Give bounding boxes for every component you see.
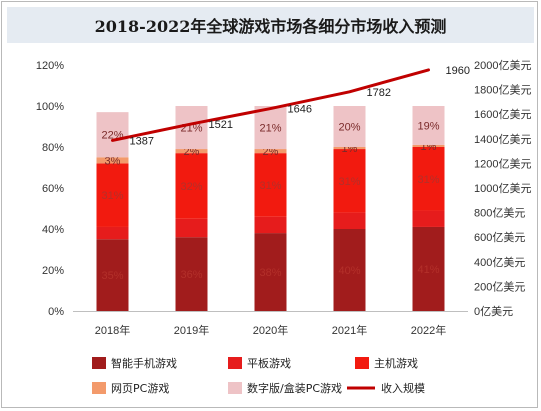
data-label: 32%: [180, 181, 202, 193]
x-tick-label: 2021年: [332, 323, 367, 337]
x-tick-label: 2020年: [253, 323, 288, 337]
bar-segment-1: [412, 226, 445, 311]
data-label: 19%: [417, 120, 439, 132]
y-right-tick-label: 1600亿美元: [474, 108, 531, 121]
y-left-tick-label: 120%: [36, 60, 64, 72]
line-data-label: 1646: [288, 104, 312, 116]
chart-title: 2018-2022年全球游戏市场各细分市场收入预测: [94, 17, 447, 36]
data-label: 2%: [263, 146, 279, 158]
bar-segment-4: [333, 147, 366, 150]
bar-segment-3: [175, 153, 208, 219]
bar-segment-4: [175, 149, 208, 154]
y-right-tick-label: 1800亿美元: [474, 84, 531, 97]
line-data-label: 1387: [130, 135, 154, 147]
bar-segment-2: [412, 210, 445, 227]
data-label: 21%: [259, 123, 281, 135]
y-right-tick-label: 1000亿美元: [474, 182, 531, 195]
legend-swatch: [92, 382, 106, 394]
data-label: 31%: [101, 190, 123, 202]
bars-layer: 35%31%3%22%36%32%2%21%38%31%2%21%40%31%1…: [96, 106, 445, 311]
data-label: 3%: [105, 155, 121, 167]
y-right-tick-label: 400亿美元: [474, 256, 525, 269]
bar-segment-2: [175, 218, 208, 238]
data-label: 38%: [259, 267, 281, 279]
legend-label: 收入规模: [381, 381, 425, 395]
data-label: 36%: [180, 269, 202, 281]
legend-label: 平板游戏: [247, 356, 291, 370]
bar-segment-2: [96, 226, 129, 240]
y-right-tick-label: 1400亿美元: [474, 133, 531, 146]
data-label: 31%: [259, 180, 281, 192]
legend-label: 主机游戏: [374, 356, 418, 370]
legend-swatch: [92, 357, 106, 369]
bar-segment-4: [412, 144, 445, 147]
x-tick-label: 2018年: [95, 323, 130, 337]
bar-segment-4: [96, 157, 129, 164]
bar-segment-5: [333, 106, 366, 147]
y-left-tick-label: 0%: [48, 306, 64, 318]
y-right-tick-label: 800亿美元: [474, 207, 525, 220]
x-tick-label: 2019年: [174, 323, 209, 337]
data-label: 20%: [338, 122, 360, 134]
axes-layer: 0% 20% 40% 60% 80% 100% 120% 0亿美元 200亿美元 400亿美元 60…: [36, 59, 532, 337]
legend-swatch: [355, 357, 369, 369]
bar-segment-3: [254, 153, 287, 217]
bar-segment-3: [96, 163, 129, 227]
y-right-tick-label: 0亿美元: [474, 305, 513, 318]
bar-segment-1: [96, 239, 129, 311]
bar-segment-1: [254, 233, 287, 311]
data-label: 35%: [101, 270, 123, 282]
bar-segment-5: [412, 106, 445, 145]
line-data-label: 1782: [367, 87, 391, 99]
data-label: 41%: [417, 264, 439, 276]
bar-segment-2: [254, 216, 287, 234]
bar-segment-1: [175, 237, 208, 311]
y-left-tick-label: 60%: [42, 183, 64, 195]
data-label: 31%: [417, 174, 439, 186]
y-left-tick-label: 20%: [42, 265, 64, 277]
revenue-line: [111, 68, 430, 142]
revenue-line-layer: 1387 1521 1646 1782 1960: [111, 65, 470, 147]
y-right-tick-label: 1200亿美元: [474, 157, 531, 170]
y-left-tick-label: 100%: [36, 101, 64, 113]
bar-segment-2: [333, 212, 366, 229]
y-right-tick-label: 2000亿美元: [474, 59, 531, 72]
title-bar: 2018-2022年全球游戏市场各细分市场收入预测: [7, 7, 534, 43]
legend-swatch: [228, 357, 242, 369]
data-label: 2%: [184, 146, 200, 158]
data-label: 31%: [338, 176, 360, 188]
line-data-label: 1960: [446, 65, 470, 77]
legend-label: 网页PC游戏: [111, 382, 169, 395]
line-data-label: 1521: [209, 119, 233, 131]
data-label: 40%: [338, 265, 360, 277]
legend-label: 数字版/盒装PC游戏: [247, 381, 342, 395]
bar-segment-1: [333, 229, 366, 311]
y-left-tick-label: 40%: [42, 224, 64, 236]
bar-segment-5: [254, 106, 287, 150]
y-right-tick-label: 200亿美元: [474, 280, 525, 293]
legend-swatch: [228, 382, 242, 394]
bar-segment-5: [96, 112, 129, 158]
bar-segment-4: [254, 149, 287, 154]
x-tick-label: 2022年: [411, 323, 446, 337]
bar-segment-3: [412, 147, 445, 211]
legend-label: 智能手机游戏: [111, 356, 177, 370]
bar-segment-3: [333, 149, 366, 213]
y-left-tick-label: 80%: [42, 142, 64, 154]
y-right-tick-label: 600亿美元: [474, 231, 525, 244]
